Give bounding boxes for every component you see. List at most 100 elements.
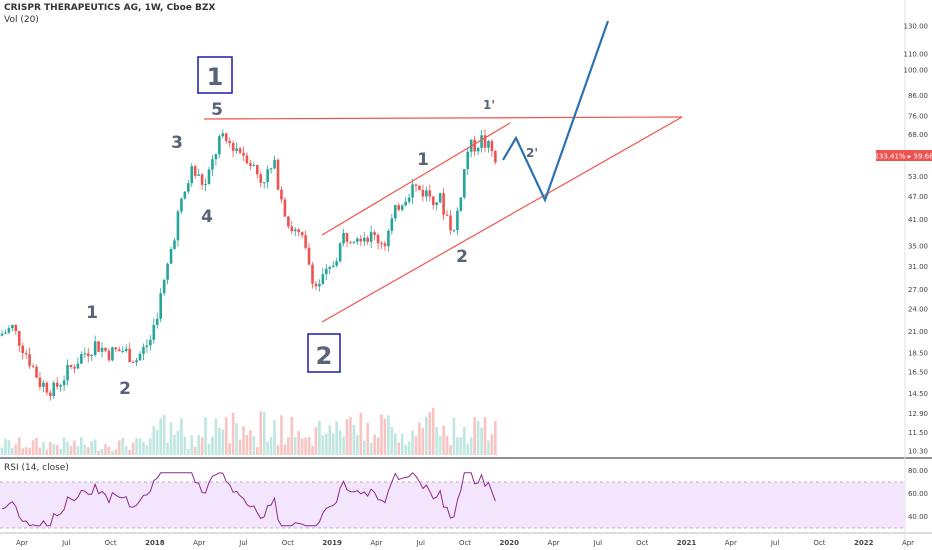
- candle-body: [93, 341, 97, 356]
- candle-body: [100, 347, 104, 352]
- price-tick-label: 12.90: [908, 410, 928, 418]
- volume-bar: [300, 438, 304, 455]
- rsi-band: [0, 482, 905, 528]
- volume-bar: [80, 437, 83, 455]
- projection-path: [502, 20, 610, 203]
- candle-body: [114, 347, 118, 350]
- volume-bar: [345, 419, 349, 455]
- volume-bar: [428, 411, 432, 455]
- volume-bar: [252, 436, 256, 455]
- wave-label-2-2017: 2: [119, 379, 131, 399]
- volume-bar: [407, 441, 411, 455]
- volume-bar: [338, 430, 342, 455]
- volume-bar: [373, 434, 376, 455]
- candle-body: [187, 183, 190, 192]
- volume-bar: [200, 437, 204, 455]
- candle-body: [407, 197, 411, 202]
- candle-body: [38, 377, 42, 387]
- candle-body: [276, 159, 280, 190]
- candle-body: [421, 189, 425, 197]
- time-tick-label: Oct: [813, 539, 825, 547]
- volume-bar: [59, 449, 62, 455]
- candle-body: [311, 264, 314, 284]
- candle-body: [73, 366, 76, 369]
- volume-bar: [449, 444, 452, 455]
- candle-body: [290, 226, 294, 232]
- candle-body: [287, 216, 290, 227]
- volume-bar: [418, 422, 421, 455]
- candle-body: [273, 159, 276, 169]
- wave-label-2-prime: 2': [526, 146, 538, 160]
- candle-body: [490, 141, 494, 151]
- candle-body: [14, 325, 18, 332]
- volume-title[interactable]: Vol (20): [4, 15, 39, 25]
- candle-body: [180, 198, 183, 212]
- candle-body: [445, 214, 449, 216]
- volume-bar: [262, 411, 266, 455]
- candle-body: [480, 135, 483, 148]
- candle-body: [338, 243, 342, 262]
- wave-label-1-prime: 1': [483, 98, 495, 112]
- volume-bar: [24, 447, 28, 455]
- candle-body: [149, 339, 152, 346]
- volume-bar: [476, 421, 480, 455]
- volume-bar: [135, 438, 138, 455]
- volume-bar: [118, 440, 121, 455]
- volume-bar: [256, 446, 259, 455]
- volume-bar: [38, 447, 42, 455]
- time-tick-label: 2018: [145, 539, 165, 547]
- time-tick-label: Oct: [282, 539, 294, 547]
- volume-bar: [97, 450, 100, 455]
- price-tick-label: 21.00: [908, 328, 928, 336]
- volume-bar: [266, 441, 269, 455]
- volume-bar: [445, 435, 449, 455]
- candle-body: [69, 365, 73, 367]
- candle-body: [352, 241, 356, 243]
- candle-body: [387, 230, 390, 247]
- volume-bar: [480, 427, 483, 455]
- volume-bar: [28, 447, 31, 455]
- candle-body: [390, 218, 394, 231]
- candle-body: [442, 193, 445, 215]
- resistance-line: [203, 116, 683, 120]
- volume-bar: [131, 442, 135, 455]
- time-tick-label: Jul: [415, 539, 425, 547]
- volume-bar: [187, 448, 190, 455]
- time-tick-label: Oct: [459, 539, 471, 547]
- volume-bar: [380, 414, 383, 455]
- time-tick-label: Apr: [902, 539, 914, 547]
- candle-body: [483, 135, 487, 148]
- volume-bar: [183, 436, 187, 455]
- candle-body: [121, 350, 125, 352]
- rsi-title[interactable]: RSI (14, close): [4, 463, 69, 473]
- candle-body: [218, 136, 221, 155]
- symbol-title[interactable]: CRISPR THERAPEUTICS AG, 1W, Cboe BZX: [4, 3, 216, 13]
- wave-label-4: 4: [201, 207, 213, 227]
- candle-body: [228, 141, 231, 144]
- candle-body: [104, 347, 107, 351]
- candle-body: [197, 174, 200, 176]
- candle-body: [304, 235, 307, 248]
- volume-bar: [259, 411, 263, 455]
- volume-bar: [421, 428, 425, 455]
- volume-bar: [173, 434, 176, 455]
- candle-body: [431, 196, 435, 206]
- volume-bar: [228, 443, 231, 455]
- wave-label-1-2019: 1: [417, 150, 429, 170]
- candle-body: [280, 189, 283, 200]
- candle-body: [428, 190, 432, 197]
- candle-body: [321, 274, 325, 284]
- volume-bar: [238, 439, 242, 455]
- candle-body: [242, 152, 245, 156]
- time-tick-label: Oct: [105, 539, 117, 547]
- volume-bar: [73, 440, 76, 455]
- price-axis: 130.00110.00100.0086.0076.0068.0060.0053…: [904, 23, 929, 456]
- channel-upper-line: [321, 122, 511, 236]
- volume-bar: [293, 436, 297, 455]
- candle-body: [297, 229, 300, 233]
- wave-box-2: [307, 333, 341, 373]
- candle-body: [4, 332, 7, 334]
- volume-bar: [7, 440, 11, 455]
- volume-bar: [269, 436, 273, 455]
